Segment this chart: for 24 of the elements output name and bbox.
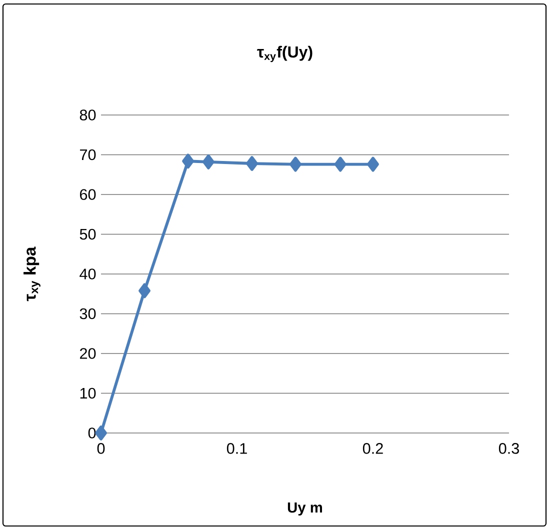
chart-title: τ$_{xy}$f(Uy)	[257, 46, 312, 62]
y-tick-label: 60	[80, 189, 96, 200]
point	[138, 283, 150, 298]
x-axis-title: Uy m	[288, 502, 322, 516]
x-tick-label: 0	[97, 443, 105, 454]
x-tick-label: 0.3	[498, 443, 519, 454]
y-tick-label: 50	[80, 228, 96, 240]
point	[246, 156, 258, 171]
point	[202, 154, 214, 170]
point	[290, 156, 302, 172]
y-tick-label: 0	[88, 428, 96, 438]
y-tick-label: 30	[80, 308, 96, 320]
x-tick-label: 0.2	[362, 443, 383, 454]
y-tick-label: 10	[80, 388, 96, 399]
x-tick-label: 0.1	[226, 443, 247, 454]
y-tick-label: 20	[80, 348, 96, 359]
y-tick-label: 70	[80, 149, 96, 160]
point	[334, 156, 346, 172]
point	[182, 154, 194, 169]
point	[367, 156, 379, 172]
y-tick-label: 80	[80, 110, 96, 120]
y-axis-title: τ$_{xy}$ kpa	[24, 246, 40, 302]
y-tick-label: 40	[80, 268, 96, 280]
point	[95, 426, 107, 440]
